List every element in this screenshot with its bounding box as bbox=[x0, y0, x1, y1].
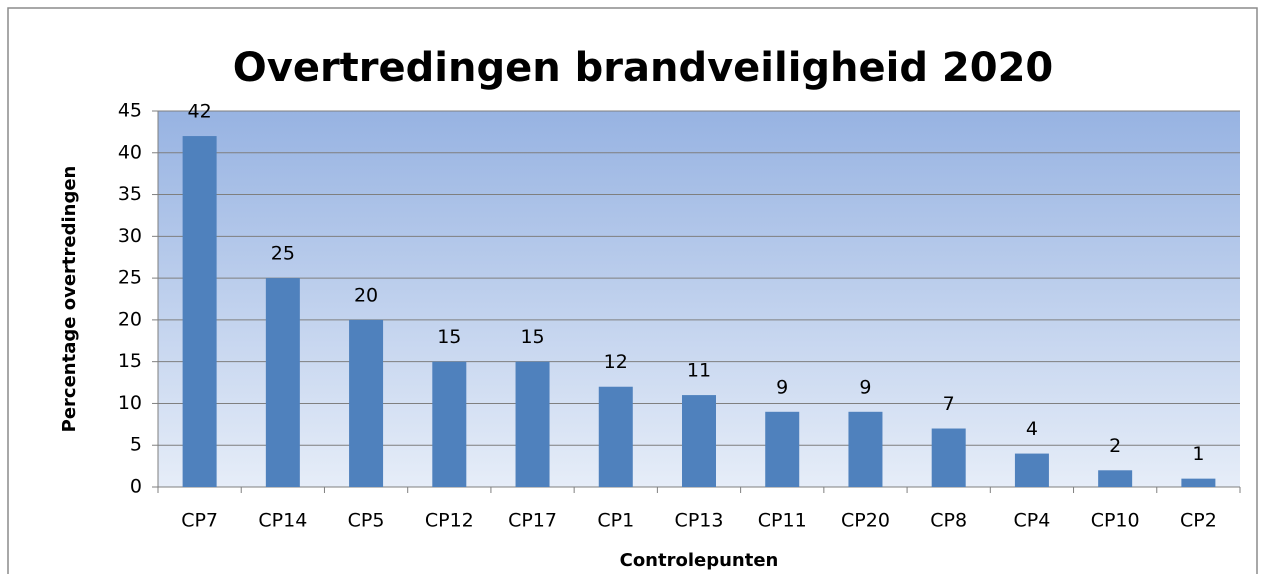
bar bbox=[432, 361, 467, 487]
y-tick-label: 30 bbox=[118, 225, 142, 247]
bar bbox=[598, 386, 633, 487]
y-tick-label: 20 bbox=[118, 308, 142, 330]
data-label: 42 bbox=[188, 101, 212, 123]
y-tick-label: 40 bbox=[118, 141, 142, 163]
x-tick-label: CP12 bbox=[425, 510, 474, 532]
y-tick-label: 5 bbox=[130, 434, 142, 456]
bar bbox=[1181, 478, 1216, 487]
x-tick-label: CP7 bbox=[181, 510, 218, 532]
y-tick-label: 35 bbox=[118, 183, 142, 205]
data-label: 12 bbox=[604, 351, 628, 373]
bar bbox=[265, 278, 300, 487]
x-tick-label: CP20 bbox=[841, 510, 890, 532]
data-label: 2 bbox=[1109, 435, 1121, 457]
x-tick-label: CP13 bbox=[675, 510, 724, 532]
bar bbox=[1014, 453, 1049, 487]
x-tick-label: CP11 bbox=[758, 510, 807, 532]
data-label: 15 bbox=[520, 326, 544, 348]
data-label: 11 bbox=[687, 360, 711, 382]
bar bbox=[931, 428, 966, 487]
y-tick-label: 0 bbox=[130, 476, 142, 498]
y-tick-label: 25 bbox=[118, 267, 142, 289]
bar bbox=[1098, 470, 1133, 487]
x-tick-label: CP10 bbox=[1091, 510, 1140, 532]
data-label: 9 bbox=[776, 376, 788, 398]
x-axis-title: Controlepunten bbox=[620, 550, 779, 571]
bar bbox=[682, 395, 716, 487]
data-label: 15 bbox=[437, 326, 461, 348]
y-tick-label: 45 bbox=[118, 100, 142, 122]
bar bbox=[515, 361, 550, 487]
data-label: 7 bbox=[943, 393, 955, 415]
y-tick-label: 10 bbox=[118, 392, 142, 414]
bar bbox=[349, 319, 384, 487]
x-tick-label: CP17 bbox=[508, 510, 557, 532]
x-tick-label: CP2 bbox=[1180, 510, 1217, 532]
y-axis-title: Percentage overtredingen bbox=[59, 166, 80, 433]
x-tick-label: CP5 bbox=[348, 510, 385, 532]
bar bbox=[848, 411, 883, 487]
x-tick-label: CP14 bbox=[258, 510, 307, 532]
chart-border bbox=[7, 7, 1258, 574]
data-label: 4 bbox=[1026, 418, 1038, 440]
bar bbox=[182, 136, 217, 488]
data-label: 25 bbox=[271, 243, 295, 265]
bar bbox=[765, 411, 800, 487]
data-label: 1 bbox=[1192, 443, 1204, 465]
x-tick-label: CP8 bbox=[930, 510, 967, 532]
x-tick-label: CP1 bbox=[597, 510, 634, 532]
chart-title: Overtredingen brandveiligheid 2020 bbox=[233, 45, 1054, 91]
data-label: 20 bbox=[354, 284, 378, 306]
y-tick-label: 15 bbox=[118, 350, 142, 372]
x-tick-label: CP4 bbox=[1014, 510, 1051, 532]
data-label: 9 bbox=[859, 376, 871, 398]
